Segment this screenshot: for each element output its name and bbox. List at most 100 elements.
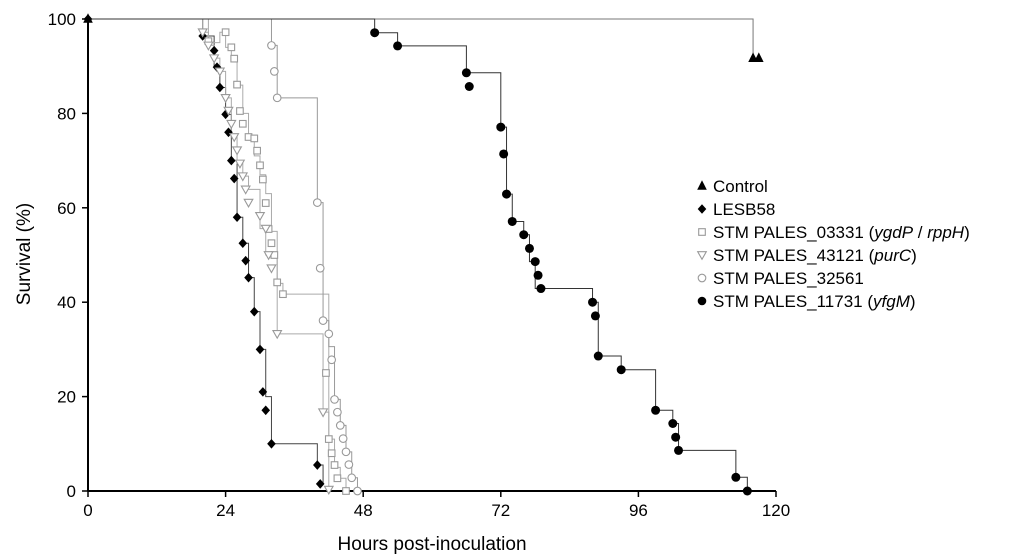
data-point-series-4 — [338, 434, 348, 443]
data-point-series-3 — [263, 251, 274, 261]
data-point-series-2 — [221, 28, 230, 37]
series-lines — [88, 18, 759, 491]
data-point-series-2 — [327, 449, 336, 458]
data-point-series-5 — [461, 68, 471, 78]
data-point-series-5 — [731, 472, 741, 482]
data-point-series-2 — [342, 487, 350, 495]
data-point-series-5 — [593, 351, 603, 361]
data-point-series-3 — [208, 54, 220, 64]
data-point-series-3 — [197, 28, 208, 38]
data-point-series-4 — [327, 355, 337, 365]
legend-label: STM PALES_11731 (yfgM) — [713, 292, 916, 311]
series-line-4 — [88, 18, 358, 491]
x-axis-title: Hours post-inoculation — [337, 534, 526, 555]
legend-label: STM PALES_43121 (purC) — [713, 246, 917, 265]
data-point-series-2 — [236, 107, 244, 115]
axes — [82, 18, 777, 497]
tick-labels: 0 24 48 72 96 120 0 20 40 60 80 100 — [48, 10, 791, 520]
data-point-series-3 — [231, 146, 243, 156]
data-point-series-5 — [524, 243, 534, 253]
data-point-series-3 — [220, 93, 231, 104]
legend-entry-2: STM PALES_03331 (ygdP / rppH) — [698, 223, 970, 242]
y-axis-title: Survival (%) — [14, 203, 35, 305]
series-line-2 — [88, 18, 347, 491]
data-point-series-4 — [341, 447, 351, 457]
data-point-series-2 — [227, 43, 236, 52]
legend-label: STM PALES_32561 — [713, 269, 864, 288]
data-point-series-5 — [502, 189, 512, 199]
data-point-series-1 — [227, 155, 236, 166]
x-tick-label: 48 — [354, 501, 373, 520]
data-point-series-2 — [238, 119, 247, 128]
data-point-series-3 — [214, 67, 226, 77]
data-point-series-2 — [324, 435, 333, 443]
data-point-series-5 — [536, 284, 546, 294]
data-point-series-1 — [209, 45, 219, 56]
data-point-series-5 — [671, 432, 681, 442]
axis-titles: Hours post-inoculation Survival (%) — [14, 203, 527, 555]
data-point-series-3 — [317, 408, 329, 418]
data-point-series-4 — [312, 198, 322, 207]
legend-marker — [697, 296, 707, 306]
data-point-series-4 — [333, 407, 342, 417]
data-point-series-2 — [330, 461, 339, 469]
data-point-series-5 — [590, 311, 600, 321]
data-point-series-3 — [226, 119, 237, 130]
data-point-series-4 — [353, 486, 362, 496]
data-point-series-5 — [499, 149, 509, 159]
data-point-series-1 — [258, 387, 268, 397]
data-point-series-3 — [271, 329, 283, 340]
data-point-series-1 — [241, 255, 250, 266]
data-point-series-5 — [519, 230, 529, 240]
data-point-series-5 — [616, 365, 626, 375]
legend-marker — [698, 228, 706, 236]
data-point-series-3 — [266, 264, 277, 274]
legend-entry-5: STM PALES_11731 (yfgM) — [697, 292, 916, 311]
data-point-series-2 — [273, 278, 282, 287]
series-line-5 — [88, 18, 748, 491]
data-point-series-1 — [313, 460, 322, 470]
data-point-series-3 — [240, 185, 251, 195]
data-point-series-4 — [330, 395, 339, 404]
data-point-series-4 — [344, 460, 354, 469]
data-point-series-5 — [533, 270, 543, 280]
legend-entry-1: LESB58 — [697, 200, 775, 219]
data-point-series-3 — [223, 106, 234, 116]
data-point-series-2 — [256, 161, 264, 170]
x-tick-label: 24 — [216, 501, 235, 520]
data-point-series-2 — [322, 369, 330, 377]
legend-marker — [697, 204, 707, 214]
data-point-series-5 — [496, 122, 506, 132]
legend-entry-3: STM PALES_43121 (purC) — [696, 246, 917, 265]
data-point-series-2 — [261, 199, 270, 207]
x-tick-label: 96 — [629, 501, 648, 520]
data-point-series-2 — [230, 54, 239, 63]
data-point-series-4 — [315, 263, 325, 273]
data-point-series-2 — [267, 239, 276, 248]
data-point-series-5 — [742, 486, 752, 496]
data-point-series-1 — [255, 344, 265, 355]
data-point-series-4 — [318, 316, 328, 325]
series-line-1 — [88, 18, 324, 484]
data-point-series-1 — [215, 82, 225, 93]
x-tick-label: 72 — [491, 501, 510, 520]
series-markers — [83, 13, 764, 496]
data-point-series-3 — [254, 211, 266, 222]
data-point-series-2 — [333, 474, 342, 483]
data-point-series-4 — [335, 421, 345, 430]
legend-marker — [697, 273, 707, 283]
series-line-0 — [88, 18, 759, 59]
data-point-series-1 — [261, 405, 271, 416]
y-tick-label: 100 — [48, 10, 76, 29]
data-point-series-4 — [347, 473, 357, 483]
legend-label: LESB58 — [713, 200, 775, 219]
data-point-series-2 — [233, 80, 241, 89]
y-tick-label: 20 — [57, 388, 76, 407]
data-point-series-2 — [250, 134, 259, 143]
data-point-series-1 — [229, 173, 239, 184]
data-point-series-5 — [668, 419, 678, 429]
data-point-series-3 — [260, 224, 271, 234]
y-tick-label: 80 — [57, 104, 76, 123]
legend-marker — [696, 251, 708, 261]
